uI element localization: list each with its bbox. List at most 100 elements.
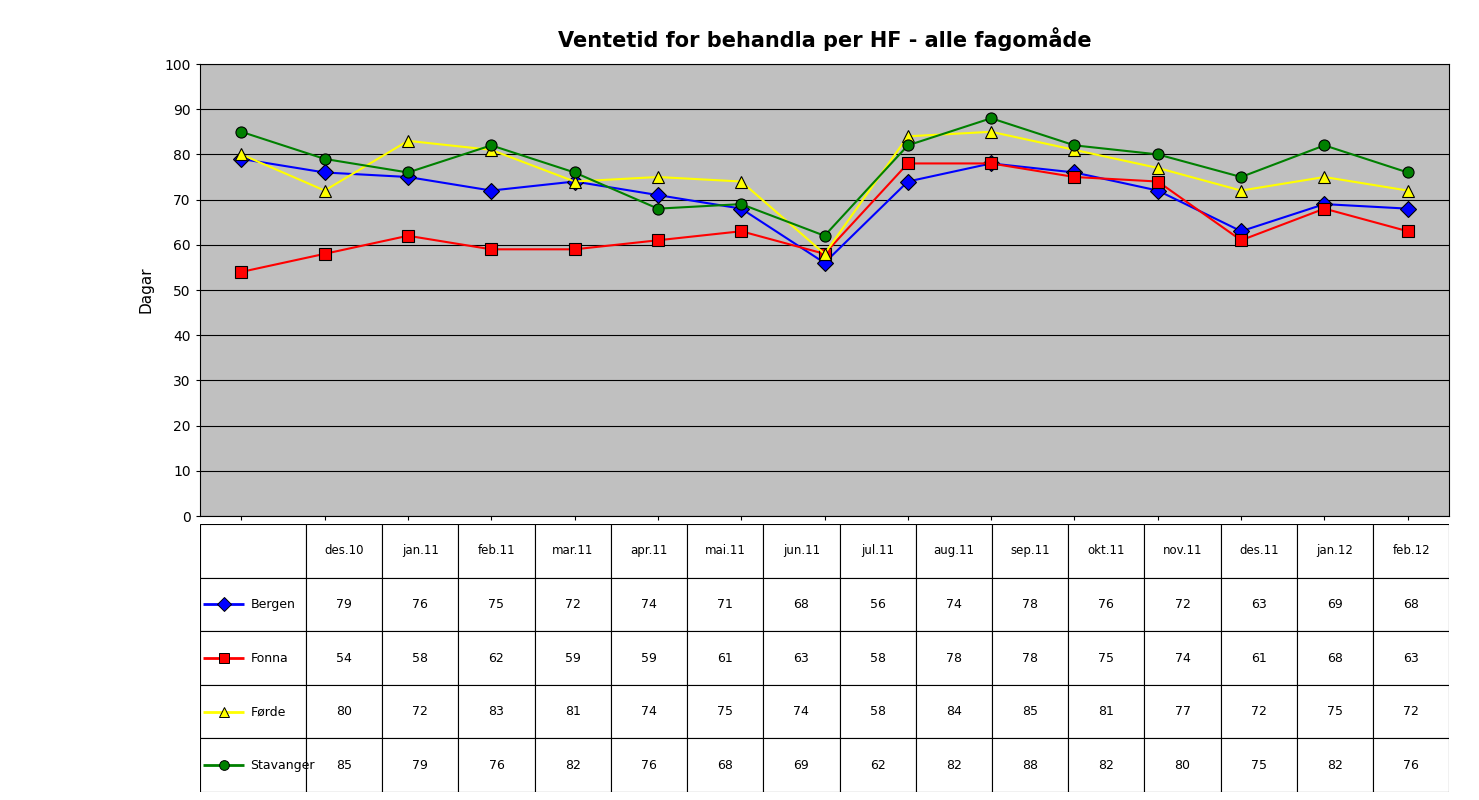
FancyBboxPatch shape xyxy=(382,524,458,578)
Text: 69: 69 xyxy=(794,758,809,772)
Text: 82: 82 xyxy=(1327,758,1343,772)
FancyBboxPatch shape xyxy=(916,631,992,685)
Text: jan.11: jan.11 xyxy=(402,544,439,558)
Text: 74: 74 xyxy=(947,598,961,611)
FancyBboxPatch shape xyxy=(1145,524,1220,578)
Text: mar.11: mar.11 xyxy=(552,544,593,558)
Y-axis label: Dagar: Dagar xyxy=(138,266,154,314)
Text: 63: 63 xyxy=(1404,651,1420,665)
FancyBboxPatch shape xyxy=(382,631,458,685)
FancyBboxPatch shape xyxy=(1373,578,1449,631)
FancyBboxPatch shape xyxy=(688,631,763,685)
Text: okt.11: okt.11 xyxy=(1087,544,1126,558)
FancyBboxPatch shape xyxy=(840,631,916,685)
FancyBboxPatch shape xyxy=(992,738,1068,792)
Text: 72: 72 xyxy=(565,598,581,611)
Text: 85: 85 xyxy=(1022,705,1038,718)
Text: 63: 63 xyxy=(1251,598,1266,611)
FancyBboxPatch shape xyxy=(916,738,992,792)
Text: 68: 68 xyxy=(1327,651,1343,665)
Text: 62: 62 xyxy=(488,651,504,665)
FancyBboxPatch shape xyxy=(1145,578,1220,631)
FancyBboxPatch shape xyxy=(458,524,534,578)
Text: Stavanger: Stavanger xyxy=(250,758,315,772)
FancyBboxPatch shape xyxy=(840,738,916,792)
FancyBboxPatch shape xyxy=(916,685,992,738)
FancyBboxPatch shape xyxy=(534,631,611,685)
Text: 76: 76 xyxy=(1404,758,1420,772)
Text: des.11: des.11 xyxy=(1239,544,1279,558)
Text: 76: 76 xyxy=(1099,598,1114,611)
FancyBboxPatch shape xyxy=(611,631,688,685)
Text: apr.11: apr.11 xyxy=(630,544,667,558)
Text: aug.11: aug.11 xyxy=(933,544,975,558)
Text: 72: 72 xyxy=(1404,705,1420,718)
FancyBboxPatch shape xyxy=(1373,685,1449,738)
FancyBboxPatch shape xyxy=(763,631,840,685)
FancyBboxPatch shape xyxy=(458,631,534,685)
FancyBboxPatch shape xyxy=(763,578,840,631)
FancyBboxPatch shape xyxy=(611,524,688,578)
FancyBboxPatch shape xyxy=(1068,631,1145,685)
FancyBboxPatch shape xyxy=(1145,685,1220,738)
FancyBboxPatch shape xyxy=(1220,578,1297,631)
FancyBboxPatch shape xyxy=(611,685,688,738)
FancyBboxPatch shape xyxy=(1297,738,1373,792)
Text: 74: 74 xyxy=(794,705,809,718)
FancyBboxPatch shape xyxy=(200,524,306,578)
FancyBboxPatch shape xyxy=(306,685,382,738)
Text: 82: 82 xyxy=(565,758,581,772)
Text: 82: 82 xyxy=(1099,758,1114,772)
FancyBboxPatch shape xyxy=(840,578,916,631)
FancyBboxPatch shape xyxy=(763,524,840,578)
FancyBboxPatch shape xyxy=(1220,738,1297,792)
Text: nov.11: nov.11 xyxy=(1162,544,1202,558)
Text: 80: 80 xyxy=(1174,758,1191,772)
Text: 81: 81 xyxy=(565,705,581,718)
Text: 54: 54 xyxy=(336,651,352,665)
Text: jan.12: jan.12 xyxy=(1316,544,1353,558)
Text: 72: 72 xyxy=(1251,705,1268,718)
Text: 83: 83 xyxy=(488,705,504,718)
FancyBboxPatch shape xyxy=(992,578,1068,631)
Text: 79: 79 xyxy=(413,758,429,772)
FancyBboxPatch shape xyxy=(200,578,306,631)
Text: Førde: Førde xyxy=(250,705,285,718)
Text: jul.11: jul.11 xyxy=(861,544,895,558)
Text: 62: 62 xyxy=(870,758,886,772)
Text: 74: 74 xyxy=(640,705,657,718)
Text: des.10: des.10 xyxy=(324,544,364,558)
FancyBboxPatch shape xyxy=(200,631,306,685)
FancyBboxPatch shape xyxy=(1220,524,1297,578)
FancyBboxPatch shape xyxy=(382,738,458,792)
Text: 68: 68 xyxy=(717,758,734,772)
FancyBboxPatch shape xyxy=(534,524,611,578)
Text: 61: 61 xyxy=(717,651,734,665)
Text: feb.12: feb.12 xyxy=(1393,544,1430,558)
Text: 75: 75 xyxy=(717,705,734,718)
Text: 88: 88 xyxy=(1022,758,1038,772)
FancyBboxPatch shape xyxy=(763,685,840,738)
FancyBboxPatch shape xyxy=(458,738,534,792)
Text: 78: 78 xyxy=(947,651,961,665)
FancyBboxPatch shape xyxy=(1220,631,1297,685)
Text: 74: 74 xyxy=(640,598,657,611)
Text: jun.11: jun.11 xyxy=(782,544,819,558)
FancyBboxPatch shape xyxy=(1145,738,1220,792)
Text: 63: 63 xyxy=(794,651,809,665)
FancyBboxPatch shape xyxy=(1068,524,1145,578)
FancyBboxPatch shape xyxy=(382,578,458,631)
Title: Ventetid for behandla per HF - alle fagomåde: Ventetid for behandla per HF - alle fago… xyxy=(558,27,1092,51)
FancyBboxPatch shape xyxy=(840,685,916,738)
FancyBboxPatch shape xyxy=(611,738,688,792)
Text: 69: 69 xyxy=(1327,598,1343,611)
FancyBboxPatch shape xyxy=(458,685,534,738)
Text: 58: 58 xyxy=(870,705,886,718)
Text: 75: 75 xyxy=(1099,651,1114,665)
FancyBboxPatch shape xyxy=(992,631,1068,685)
Text: 72: 72 xyxy=(1174,598,1191,611)
FancyBboxPatch shape xyxy=(1068,685,1145,738)
FancyBboxPatch shape xyxy=(200,738,306,792)
Text: 59: 59 xyxy=(565,651,581,665)
Text: 79: 79 xyxy=(336,598,352,611)
